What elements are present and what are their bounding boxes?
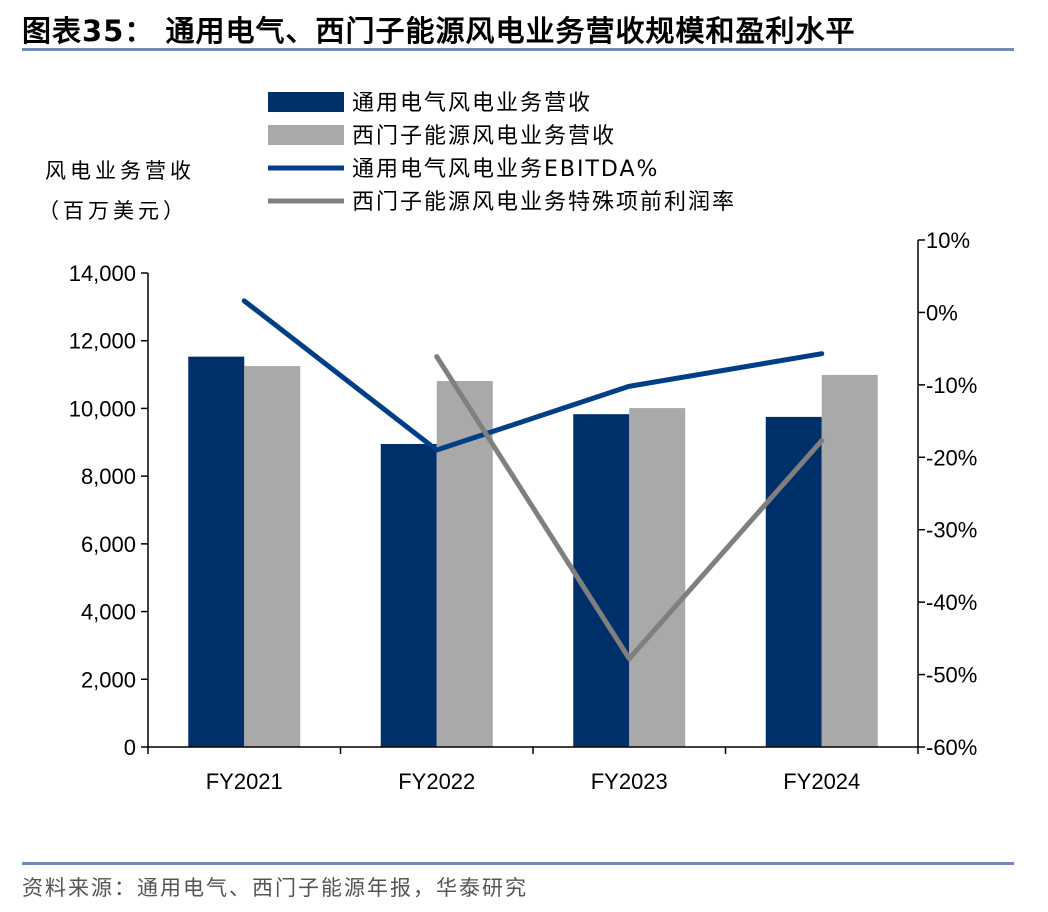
chart-title: 图表35： 通用电气、西门子能源风电业务营收规模和盈利水平: [22, 14, 856, 48]
bar-ge-FY2022: [380, 443, 437, 747]
legend-swatch: [268, 92, 344, 112]
legend-label: 西门子能源风电业务特殊项前利润率: [352, 190, 736, 215]
title-divider: [22, 48, 1014, 51]
x-tick-label: FY2024: [783, 769, 860, 794]
bar-ge-FY2023: [573, 414, 630, 747]
x-tick-label: FY2021: [206, 769, 283, 794]
legend-label: 西门子能源风电业务营收: [352, 124, 616, 149]
source-note: 资料来源：通用电气、西门子能源年报，华泰研究: [22, 876, 528, 900]
right-tick-label: -30%: [926, 518, 977, 543]
right-tick-label: 0%: [926, 300, 958, 325]
x-tick-label: FY2022: [398, 769, 475, 794]
left-tick-label: 2,000: [81, 667, 136, 692]
left-axis-label: 风电业务营收: [45, 159, 195, 183]
left-tick-label: 14,000: [69, 261, 136, 286]
right-tick-label: -60%: [926, 735, 977, 760]
bar-siemens-FY2023: [629, 408, 686, 747]
left-tick-label: 6,000: [81, 532, 136, 557]
line-siemens-margin: [434, 354, 825, 662]
bar-siemens-FY2024: [821, 374, 878, 747]
left-tick-label: 10,000: [69, 396, 136, 421]
line-ge-ebitda: [241, 298, 825, 453]
x-tick-label: FY2023: [591, 769, 668, 794]
bar-ge-FY2021: [188, 356, 245, 747]
bar-ge-FY2024: [765, 416, 822, 747]
left-tick-label: 8,000: [81, 464, 136, 489]
bar-siemens-FY2021: [244, 366, 301, 747]
right-tick-label: -40%: [926, 590, 977, 615]
right-tick-label: -50%: [926, 663, 977, 688]
right-tick-label: -10%: [926, 373, 977, 398]
left-axis-label: （百万美元）: [38, 199, 188, 223]
right-tick-label: 10%: [926, 228, 970, 253]
left-tick-label: 12,000: [69, 329, 136, 354]
legend-label: 通用电气风电业务营收: [352, 91, 592, 116]
legend-label: 通用电气风电业务EBITDA%: [352, 157, 659, 182]
left-tick-label: 4,000: [81, 600, 136, 625]
legend-swatch: [268, 125, 344, 145]
left-tick-label: 0: [124, 735, 136, 760]
source-divider: [22, 862, 1014, 865]
right-tick-label: -20%: [926, 445, 977, 470]
